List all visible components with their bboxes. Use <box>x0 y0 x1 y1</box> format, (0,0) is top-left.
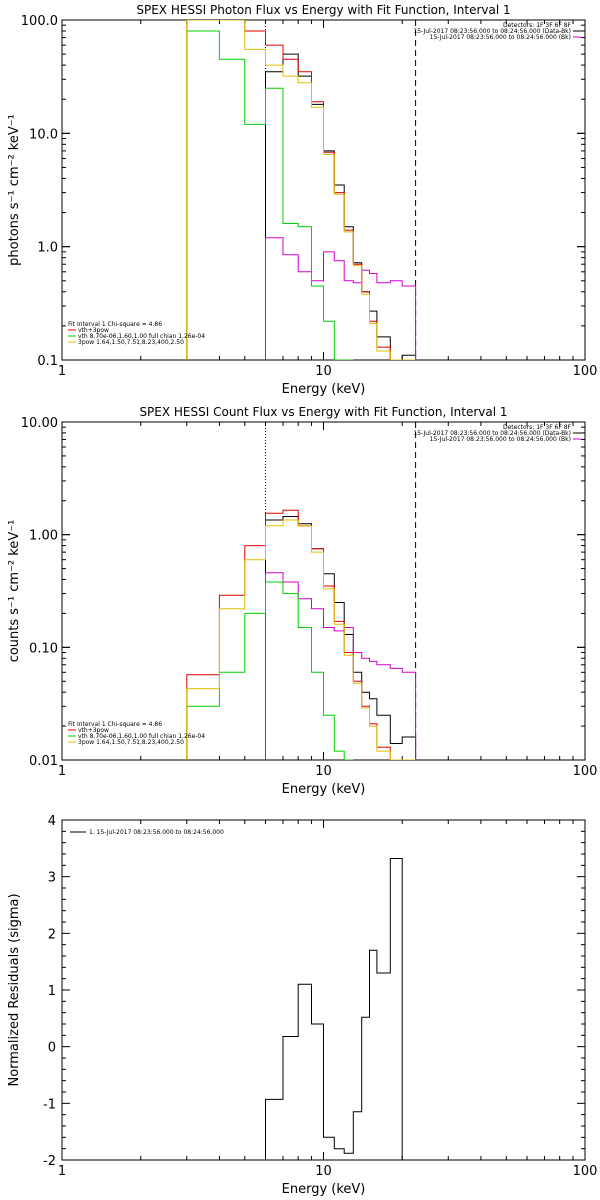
x-tick-label: 100 <box>573 364 598 379</box>
header-line: 15-Jul-2017 08:23:56.000 to 08:24:56.000… <box>430 436 571 443</box>
legend-entry: vth 8.70e-06,1.60,1.00 full chian 1.26e-… <box>78 733 205 740</box>
y-tick-label: 1 <box>48 984 56 999</box>
x-tick-label: 10 <box>315 764 332 779</box>
y-tick-label: -2 <box>43 1154 56 1169</box>
y-tick-label: 10.0 <box>29 127 58 142</box>
y-tick-label: -1 <box>43 1097 56 1112</box>
series-data-bk <box>265 516 417 760</box>
series-vth <box>186 30 354 360</box>
x-tick-label: 100 <box>573 764 598 779</box>
x-tick-label: 1 <box>58 764 66 779</box>
y-tick-label: 2 <box>48 927 56 942</box>
y-tick-label: 3 <box>48 871 56 886</box>
x-axis-label: Energy (keV) <box>282 782 366 797</box>
y-tick-label: 100.0 <box>21 14 58 29</box>
series-data-bk <box>265 53 417 360</box>
legend-entry: 1. 15-Jul-2017 08:23:56.000 to 08:24:56.… <box>89 829 224 836</box>
header-line: 15-Jul-2017 08:23:56.000 to 08:24:56.000… <box>413 28 571 35</box>
y-tick-label: 1.00 <box>29 529 58 544</box>
x-axis-label: Energy (keV) <box>282 382 366 397</box>
header-line: Detectors: 1F 3F 6F 8F <box>503 22 572 29</box>
header-line: Detectors: 1F 3F 6F 8F <box>503 424 572 431</box>
x-tick-label: 1 <box>58 1164 66 1179</box>
y-tick-label: 4 <box>48 814 56 829</box>
chart-title: SPEX HESSI Count Flux vs Energy with Fit… <box>139 405 507 419</box>
y-axis-label: photons s⁻¹ cm⁻² keV⁻¹ <box>7 114 22 266</box>
series-3pow <box>186 20 416 360</box>
legend-entry: 3pow 1.64,1.50,7.51,8.23,400,2.50 <box>78 739 184 746</box>
series-bk <box>265 572 417 760</box>
series-bk <box>265 237 417 360</box>
y-tick-label: 0.01 <box>29 754 58 769</box>
x-tick-label: 1 <box>58 364 66 379</box>
x-axis-label: Energy (keV) <box>282 1182 366 1197</box>
chart-title: SPEX HESSI Photon Flux vs Energy with Fi… <box>136 3 510 17</box>
legend-entry: Fit Interval 1 Chi-square = 4.86 <box>68 321 162 328</box>
x-tick-label: 100 <box>573 1164 598 1179</box>
y-tick-label: 0.1 <box>37 354 58 369</box>
y-tick-label: 0.10 <box>29 641 58 656</box>
series-3pow <box>186 519 416 760</box>
series-vth <box>186 581 354 760</box>
x-tick-label: 10 <box>315 364 332 379</box>
y-axis-label: Normalized Residuals (sigma) <box>7 893 22 1086</box>
legend-entry: vth+3pow <box>78 327 109 334</box>
x-tick-label: 10 <box>315 1164 332 1179</box>
y-axis-label: counts s⁻¹ cm⁻² keV⁻¹ <box>7 520 22 663</box>
series-1-15-jul-2017-08-23-56-000-to-08-24-56-000 <box>265 858 416 1160</box>
legend-entry: vth+3pow <box>78 727 109 734</box>
header-line: 15-Jul-2017 08:23:56.000 to 08:24:56.000… <box>430 34 571 41</box>
series-vth-3pow <box>186 509 416 760</box>
legend-entry: vth 8.70e-06,1.60,1.00 full chian 1.26e-… <box>78 333 205 340</box>
legend-entry: 3pow 1.64,1.50,7.51,8.23,400,2.50 <box>78 339 184 346</box>
legend-entry: Fit Interval 1 Chi-square = 4.86 <box>68 721 162 728</box>
y-tick-label: 0 <box>48 1041 56 1056</box>
y-tick-label: 10.00 <box>21 416 58 431</box>
series-vth-3pow <box>186 20 416 360</box>
y-tick-label: 1.0 <box>37 241 58 256</box>
header-line: 15-Jul-2017 08:23:56.000 to 08:24:56.000… <box>413 430 571 437</box>
